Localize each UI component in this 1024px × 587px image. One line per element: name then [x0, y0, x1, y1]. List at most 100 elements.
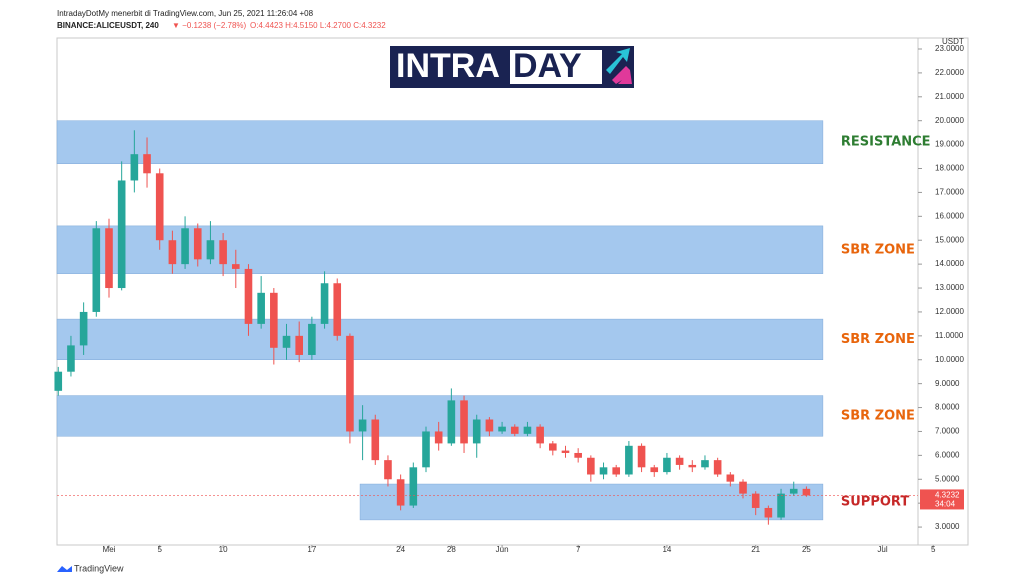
price-tag-countdown: 34:04	[935, 500, 956, 509]
candle-body	[130, 154, 139, 181]
ohlc: O:4.4423 H:4.5150 L:4.2700 C:4.3232	[250, 21, 386, 30]
y-tick-label: 10.0000	[935, 355, 964, 364]
candle-body	[612, 467, 621, 475]
candle-body	[282, 335, 291, 348]
candle-body	[587, 457, 595, 475]
candle-body	[117, 180, 126, 289]
candle-body	[358, 419, 367, 432]
candle-body	[485, 419, 494, 432]
candle-body	[777, 493, 785, 518]
candle-body	[789, 488, 798, 494]
candle-body	[206, 240, 215, 260]
candle-body	[472, 419, 481, 444]
candle-body	[105, 228, 113, 289]
y-tick-label: 9.0000	[935, 379, 960, 388]
x-tick-label: 28	[447, 545, 456, 554]
candle-body	[739, 481, 747, 494]
x-tick-label: 25	[802, 545, 811, 554]
candle-body	[79, 311, 88, 346]
plot	[54, 120, 824, 525]
candle-body	[320, 283, 329, 324]
candle-body	[371, 419, 380, 461]
candle-body	[688, 464, 697, 468]
candle-body	[219, 240, 227, 265]
candle-body	[599, 467, 608, 475]
candle-body	[295, 335, 303, 355]
candle-body	[193, 228, 202, 260]
price-tag-value: 4.3232	[935, 491, 960, 500]
y-tick-label: 19.0000	[935, 140, 964, 149]
zone-label: SBR ZONE	[841, 242, 915, 257]
y-tick-label: 8.0000	[935, 403, 960, 412]
zone	[56, 120, 824, 164]
candle-body	[396, 479, 405, 506]
candle-body	[270, 292, 278, 348]
x-tick-label: Jul	[877, 545, 887, 554]
candle-body	[434, 431, 443, 444]
candle-body	[308, 323, 316, 355]
candle-body	[650, 467, 659, 473]
candle-body	[244, 268, 253, 324]
symbol: BINANCE:ALICEUSDT, 240	[57, 21, 159, 30]
x-tick-label: 14	[662, 545, 671, 554]
candle-body	[168, 240, 177, 265]
candle-body	[333, 283, 342, 336]
y-tick-label: 11.0000	[935, 331, 964, 340]
candle-body	[536, 426, 544, 444]
candle-body	[523, 426, 532, 434]
y-tick-label: 14.0000	[935, 259, 964, 268]
y-tick-label: 16.0000	[935, 211, 964, 220]
x-tick-label: 5	[931, 545, 936, 554]
y-tick-label: 23.0000	[935, 44, 964, 53]
publisher: IntradayDotMy menerbit di TradingView.co…	[57, 9, 314, 18]
candle-body	[67, 345, 75, 372]
candle-body	[549, 443, 557, 451]
y-unit: USDT	[942, 37, 964, 46]
change: ▼ −0.1238 (−2.78%)	[172, 21, 247, 30]
candle-body	[802, 488, 811, 496]
candle-body	[460, 400, 468, 444]
zone-label: SBR ZONE	[841, 408, 915, 423]
candle-body	[54, 371, 63, 391]
candle-body	[409, 467, 418, 506]
candle-body	[257, 292, 265, 324]
candle-body	[574, 452, 582, 458]
logo-arrow-down	[612, 66, 632, 84]
price-tag	[920, 489, 964, 510]
y-tick-label: 12.0000	[935, 307, 964, 316]
zone	[56, 318, 824, 360]
candle-body	[663, 457, 671, 473]
candle-body	[155, 173, 164, 241]
candle-body	[143, 154, 151, 174]
candle-body	[764, 507, 773, 518]
candle-body	[675, 457, 684, 465]
x-tick-label: Jun	[496, 545, 509, 554]
y-tick-label: 6.0000	[935, 450, 960, 459]
logo: INTRA DAY	[390, 46, 634, 88]
footer: TradingView	[57, 563, 124, 573]
logo-box	[510, 50, 602, 84]
zone-label: SBR ZONE	[841, 332, 915, 347]
candle-body	[498, 426, 506, 432]
candle-body	[637, 445, 646, 468]
y-tick-label: 7.0000	[935, 427, 960, 436]
candle-body	[751, 493, 760, 508]
x-tick-label: 24	[396, 545, 405, 554]
x-tick-label: 7	[576, 545, 581, 554]
y-tick-label: 22.0000	[935, 68, 964, 77]
candle-body	[447, 400, 456, 444]
footer-text: TradingView	[74, 563, 124, 573]
logo-arrow-up	[606, 48, 630, 74]
zone	[56, 395, 824, 437]
candle-body	[346, 335, 354, 432]
zone-label: RESISTANCE	[841, 135, 931, 150]
candle-body	[181, 228, 189, 265]
x-tick-label: Mei	[103, 545, 116, 554]
candle-body	[231, 264, 240, 269]
y-tick-label: 21.0000	[935, 92, 964, 101]
x-tick-label: 5	[157, 545, 162, 554]
x-tick-label: 10	[219, 545, 228, 554]
candle-body	[561, 450, 570, 453]
y-tick-label: 3.0000	[935, 522, 960, 531]
